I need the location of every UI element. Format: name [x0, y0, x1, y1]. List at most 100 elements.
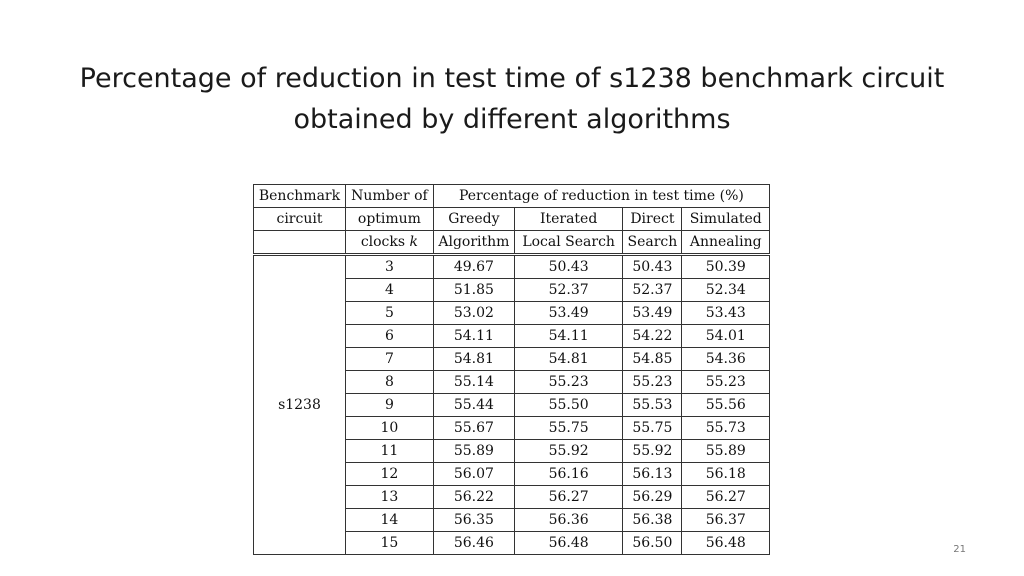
cell-k: 9 [344, 393, 434, 417]
cell-sa: 53.43 [681, 301, 770, 325]
slide-title: Percentage of reduction in test time of … [40, 58, 984, 140]
table-row: 7 54.81 54.81 54.85 54.36 [254, 347, 770, 371]
cell-direct: 55.53 [622, 393, 683, 417]
cell-ils: 56.16 [513, 462, 624, 486]
cell-ils: 55.23 [513, 370, 624, 394]
cell-greedy: 55.67 [432, 416, 515, 440]
cell-greedy: 56.35 [432, 508, 515, 532]
table-row: 4 51.85 52.37 52.37 52.34 [254, 278, 770, 302]
cell-ils: 52.37 [513, 278, 624, 302]
cell-ils: 56.36 [513, 508, 624, 532]
table-row: 15 56.46 56.48 56.50 56.48 [254, 531, 770, 555]
cell-direct: 55.92 [622, 439, 683, 463]
cell-greedy: 51.85 [432, 278, 515, 302]
header-ils-line-1: Iterated [513, 207, 624, 231]
table-header: Benchmark Number of Percentage of reduct… [253, 184, 771, 255]
cell-direct: 52.37 [622, 278, 683, 302]
circuit-cell: s1238 [253, 253, 346, 555]
header-ils-line-2: Local Search [513, 230, 624, 255]
cell-sa: 56.27 [681, 485, 770, 509]
slide-title-line-1: Percentage of reduction in test time of … [79, 63, 945, 94]
cell-k: 13 [344, 485, 434, 509]
table-row: 12 56.07 56.16 56.13 56.18 [254, 462, 770, 486]
cell-ils: 56.27 [513, 485, 624, 509]
table-row: 10 55.67 55.75 55.75 55.73 [254, 416, 770, 440]
cell-sa: 54.01 [681, 324, 770, 348]
cell-sa: 55.23 [681, 370, 770, 394]
results-table-container: Benchmark Number of Percentage of reduct… [253, 184, 771, 555]
cell-sa: 56.18 [681, 462, 770, 486]
cell-direct: 50.43 [622, 253, 683, 279]
header-benchmark-line-3 [253, 230, 346, 255]
cell-k: 8 [344, 370, 434, 394]
cell-greedy: 56.22 [432, 485, 515, 509]
header-benchmark-line-1: Benchmark [253, 184, 346, 208]
cell-greedy: 49.67 [432, 253, 515, 279]
header-clocks-label: clocks [360, 234, 406, 250]
header-percentage-group: Percentage of reduction in test time (%) [432, 184, 771, 208]
table-row: 8 55.14 55.23 55.23 55.23 [254, 370, 770, 394]
table-row: s1238 3 49.67 50.43 50.43 50.39 [253, 253, 770, 555]
cell-k: 6 [344, 324, 434, 348]
header-sa-line-2: Annealing [681, 230, 770, 255]
header-greedy-line-2: Algorithm [432, 230, 515, 255]
cell-sa: 50.39 [681, 253, 770, 279]
cell-ils: 54.81 [513, 347, 624, 371]
cell-greedy: 55.14 [432, 370, 515, 394]
cell-direct: 55.75 [622, 416, 683, 440]
cell-ils: 56.48 [513, 531, 624, 555]
header-benchmark-line-2: circuit [253, 207, 346, 231]
cell-ils: 53.49 [513, 301, 624, 325]
slide-title-line-2: obtained by different algorithms [293, 104, 731, 135]
cell-direct: 56.50 [622, 531, 683, 555]
results-table: Benchmark Number of Percentage of reduct… [253, 184, 771, 555]
cell-sa: 54.36 [681, 347, 770, 371]
cell-direct: 56.13 [622, 462, 683, 486]
cell-k: 15 [344, 531, 434, 555]
header-clocks-variable: k [409, 234, 419, 250]
cell-k: 5 [344, 301, 434, 325]
cell-sa: 55.73 [681, 416, 770, 440]
header-sa-line-1: Simulated [681, 207, 770, 231]
cell-sa: 52.34 [681, 278, 770, 302]
cell-greedy: 53.02 [432, 301, 515, 325]
cell-k: 7 [344, 347, 434, 371]
cell-ils: 50.43 [513, 253, 624, 279]
table-body: s1238 3 49.67 50.43 50.43 50.39 4 51.85 … [253, 253, 770, 555]
header-clocks-line-2: optimum [344, 207, 434, 231]
cell-direct: 54.85 [622, 347, 683, 371]
cell-direct: 54.22 [622, 324, 683, 348]
cell-direct: 56.38 [622, 508, 683, 532]
cell-k: 4 [344, 278, 434, 302]
cell-k: 12 [344, 462, 434, 486]
cell-greedy: 55.44 [432, 393, 515, 417]
cell-direct: 56.29 [622, 485, 683, 509]
table-row: 6 54.11 54.11 54.22 54.01 [254, 324, 770, 348]
cell-sa: 55.56 [681, 393, 770, 417]
header-clocks-line-1: Number of [344, 184, 434, 208]
cell-sa: 56.37 [681, 508, 770, 532]
cell-ils: 55.75 [513, 416, 624, 440]
header-direct-line-1: Direct [622, 207, 683, 231]
cell-ils: 55.50 [513, 393, 624, 417]
cell-greedy: 56.07 [432, 462, 515, 486]
header-clocks-line-3: clocks k [344, 230, 434, 255]
cell-ils: 54.11 [513, 324, 624, 348]
cell-greedy: 54.81 [432, 347, 515, 371]
cell-greedy: 55.89 [432, 439, 515, 463]
cell-k: 14 [344, 508, 434, 532]
cell-k: 10 [344, 416, 434, 440]
cell-ils: 55.92 [513, 439, 624, 463]
cell-k: 3 [344, 253, 434, 279]
table-row: 9 55.44 55.50 55.53 55.56 [254, 393, 770, 417]
cell-k: 11 [344, 439, 434, 463]
cell-greedy: 56.46 [432, 531, 515, 555]
cell-greedy: 54.11 [432, 324, 515, 348]
cell-direct: 53.49 [622, 301, 683, 325]
header-direct-line-2: Search [622, 230, 683, 255]
cell-sa: 56.48 [681, 531, 770, 555]
header-greedy-line-1: Greedy [432, 207, 515, 231]
cell-direct: 55.23 [622, 370, 683, 394]
cell-sa: 55.89 [681, 439, 770, 463]
table-row: 5 53.02 53.49 53.49 53.43 [254, 301, 770, 325]
